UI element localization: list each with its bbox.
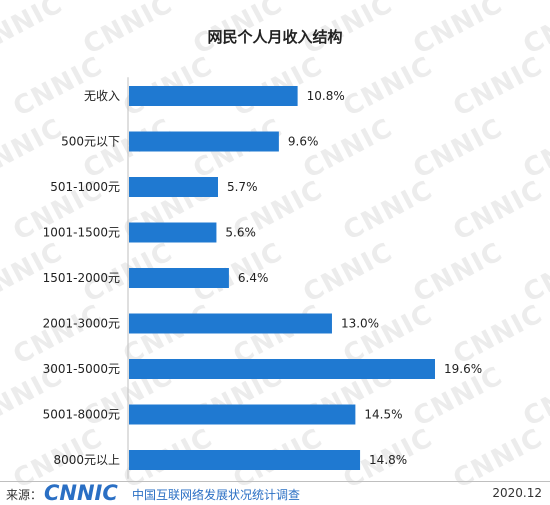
category-label: 2001-3000元 [43,317,120,331]
value-label: 6.4% [238,271,269,285]
category-label: 3001-5000元 [43,362,120,376]
value-label: 10.8% [307,89,345,103]
bar [129,268,229,288]
value-label: 13.0% [341,317,379,331]
category-label: 无收入 [84,89,120,103]
category-label: 500元以下 [61,135,120,149]
bar-chart: 无收入 10.8% 500元以下 9.6% 501-1000元 5.7% 1001-1500… [43,77,482,479]
report-date: 2020.12 [492,486,542,500]
category-label: 1501-2000元 [43,271,120,285]
value-label: 14.5% [364,408,402,422]
survey-name: 中国互联网络发展状况统计调查 [132,488,301,502]
footer-divider [0,481,550,482]
bar [129,404,356,425]
category-label: 501-1000元 [50,180,120,194]
bar [129,131,279,152]
value-label: 14.8% [369,453,407,467]
value-label: 19.6% [444,362,482,376]
category-label: 8000元以上 [53,453,120,467]
value-label: 5.7% [227,180,258,194]
bar [129,313,332,334]
chart-title: 网民个人月收入结构 [207,28,343,46]
value-label: 9.6% [288,135,319,149]
bar [129,450,361,470]
value-label: 5.6% [225,226,256,240]
category-label: 1001-1500元 [43,226,120,240]
bar [129,86,298,106]
bar [129,177,218,197]
cnnic-logo: CNNIC [44,481,118,505]
source-label: 来源： [6,488,43,502]
bar [129,222,217,243]
footer: 来源： CNNIC 中国互联网络发展状况统计调查 2020.12 [0,481,550,505]
category-label: 5001-8000元 [43,408,120,422]
bar [129,359,435,379]
